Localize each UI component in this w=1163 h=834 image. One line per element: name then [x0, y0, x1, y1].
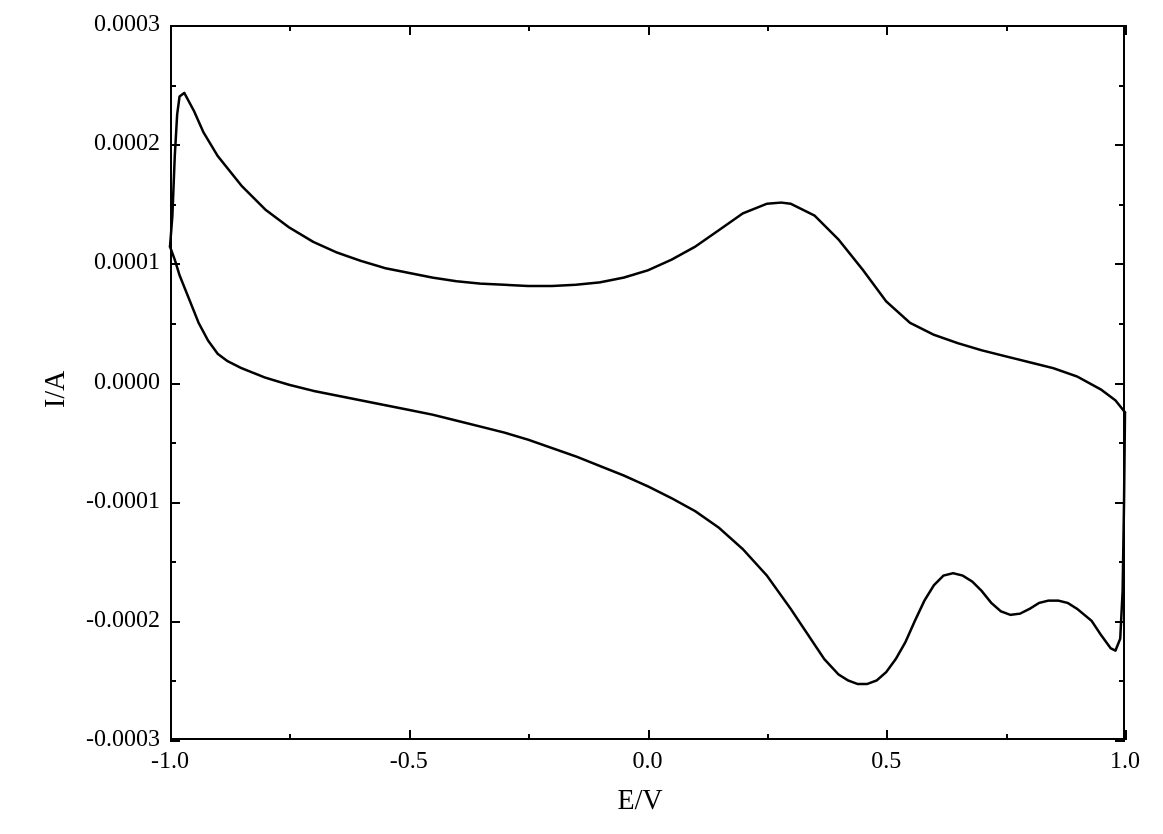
y-tick-label: -0.0002	[86, 607, 160, 634]
x-tick-label: 0.5	[856, 748, 916, 775]
series-forward-sweep	[170, 93, 1125, 412]
x-tick-label: 0.0	[618, 748, 678, 775]
x-tick-label: -0.5	[379, 748, 439, 775]
y-tick-label: 0.0002	[94, 130, 160, 157]
y-tick-label: -0.0003	[86, 726, 160, 753]
y-tick-label: 0.0003	[94, 11, 160, 38]
curve-layer	[0, 0, 1163, 834]
series-reverse-sweep	[170, 247, 1125, 684]
cv-chart: -1.0-0.50.00.51.0-0.0003-0.0002-0.00010.…	[0, 0, 1163, 834]
y-tick-label: -0.0001	[86, 488, 160, 515]
y-tick-label: 0.0001	[94, 249, 160, 276]
x-axis-label: E/V	[618, 785, 663, 817]
y-tick-label: 0.0000	[94, 369, 160, 396]
y-axis-label: I/A	[40, 370, 72, 407]
x-tick-label: 1.0	[1095, 748, 1155, 775]
